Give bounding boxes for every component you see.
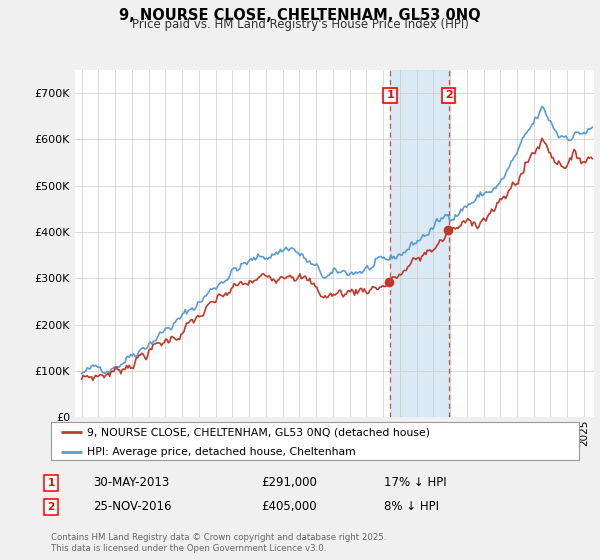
- Bar: [390, 70, 449, 417]
- Text: 17% ↓ HPI: 17% ↓ HPI: [384, 476, 446, 489]
- Text: 25-NOV-2016: 25-NOV-2016: [93, 500, 172, 514]
- Text: Contains HM Land Registry data © Crown copyright and database right 2025.
This d: Contains HM Land Registry data © Crown c…: [51, 533, 386, 553]
- Text: 2: 2: [445, 91, 452, 100]
- Text: 2: 2: [47, 502, 55, 512]
- Text: 9, NOURSE CLOSE, CHELTENHAM, GL53 0NQ (detached house): 9, NOURSE CLOSE, CHELTENHAM, GL53 0NQ (d…: [87, 427, 430, 437]
- Text: HPI: Average price, detached house, Cheltenham: HPI: Average price, detached house, Chel…: [87, 447, 356, 457]
- Text: £405,000: £405,000: [261, 500, 317, 514]
- Text: 30-MAY-2013: 30-MAY-2013: [93, 476, 169, 489]
- Text: £291,000: £291,000: [261, 476, 317, 489]
- Text: 1: 1: [386, 91, 394, 100]
- Text: 1: 1: [47, 478, 55, 488]
- Text: Price paid vs. HM Land Registry's House Price Index (HPI): Price paid vs. HM Land Registry's House …: [131, 18, 469, 31]
- Text: 8% ↓ HPI: 8% ↓ HPI: [384, 500, 439, 514]
- Text: 9, NOURSE CLOSE, CHELTENHAM, GL53 0NQ: 9, NOURSE CLOSE, CHELTENHAM, GL53 0NQ: [119, 8, 481, 24]
